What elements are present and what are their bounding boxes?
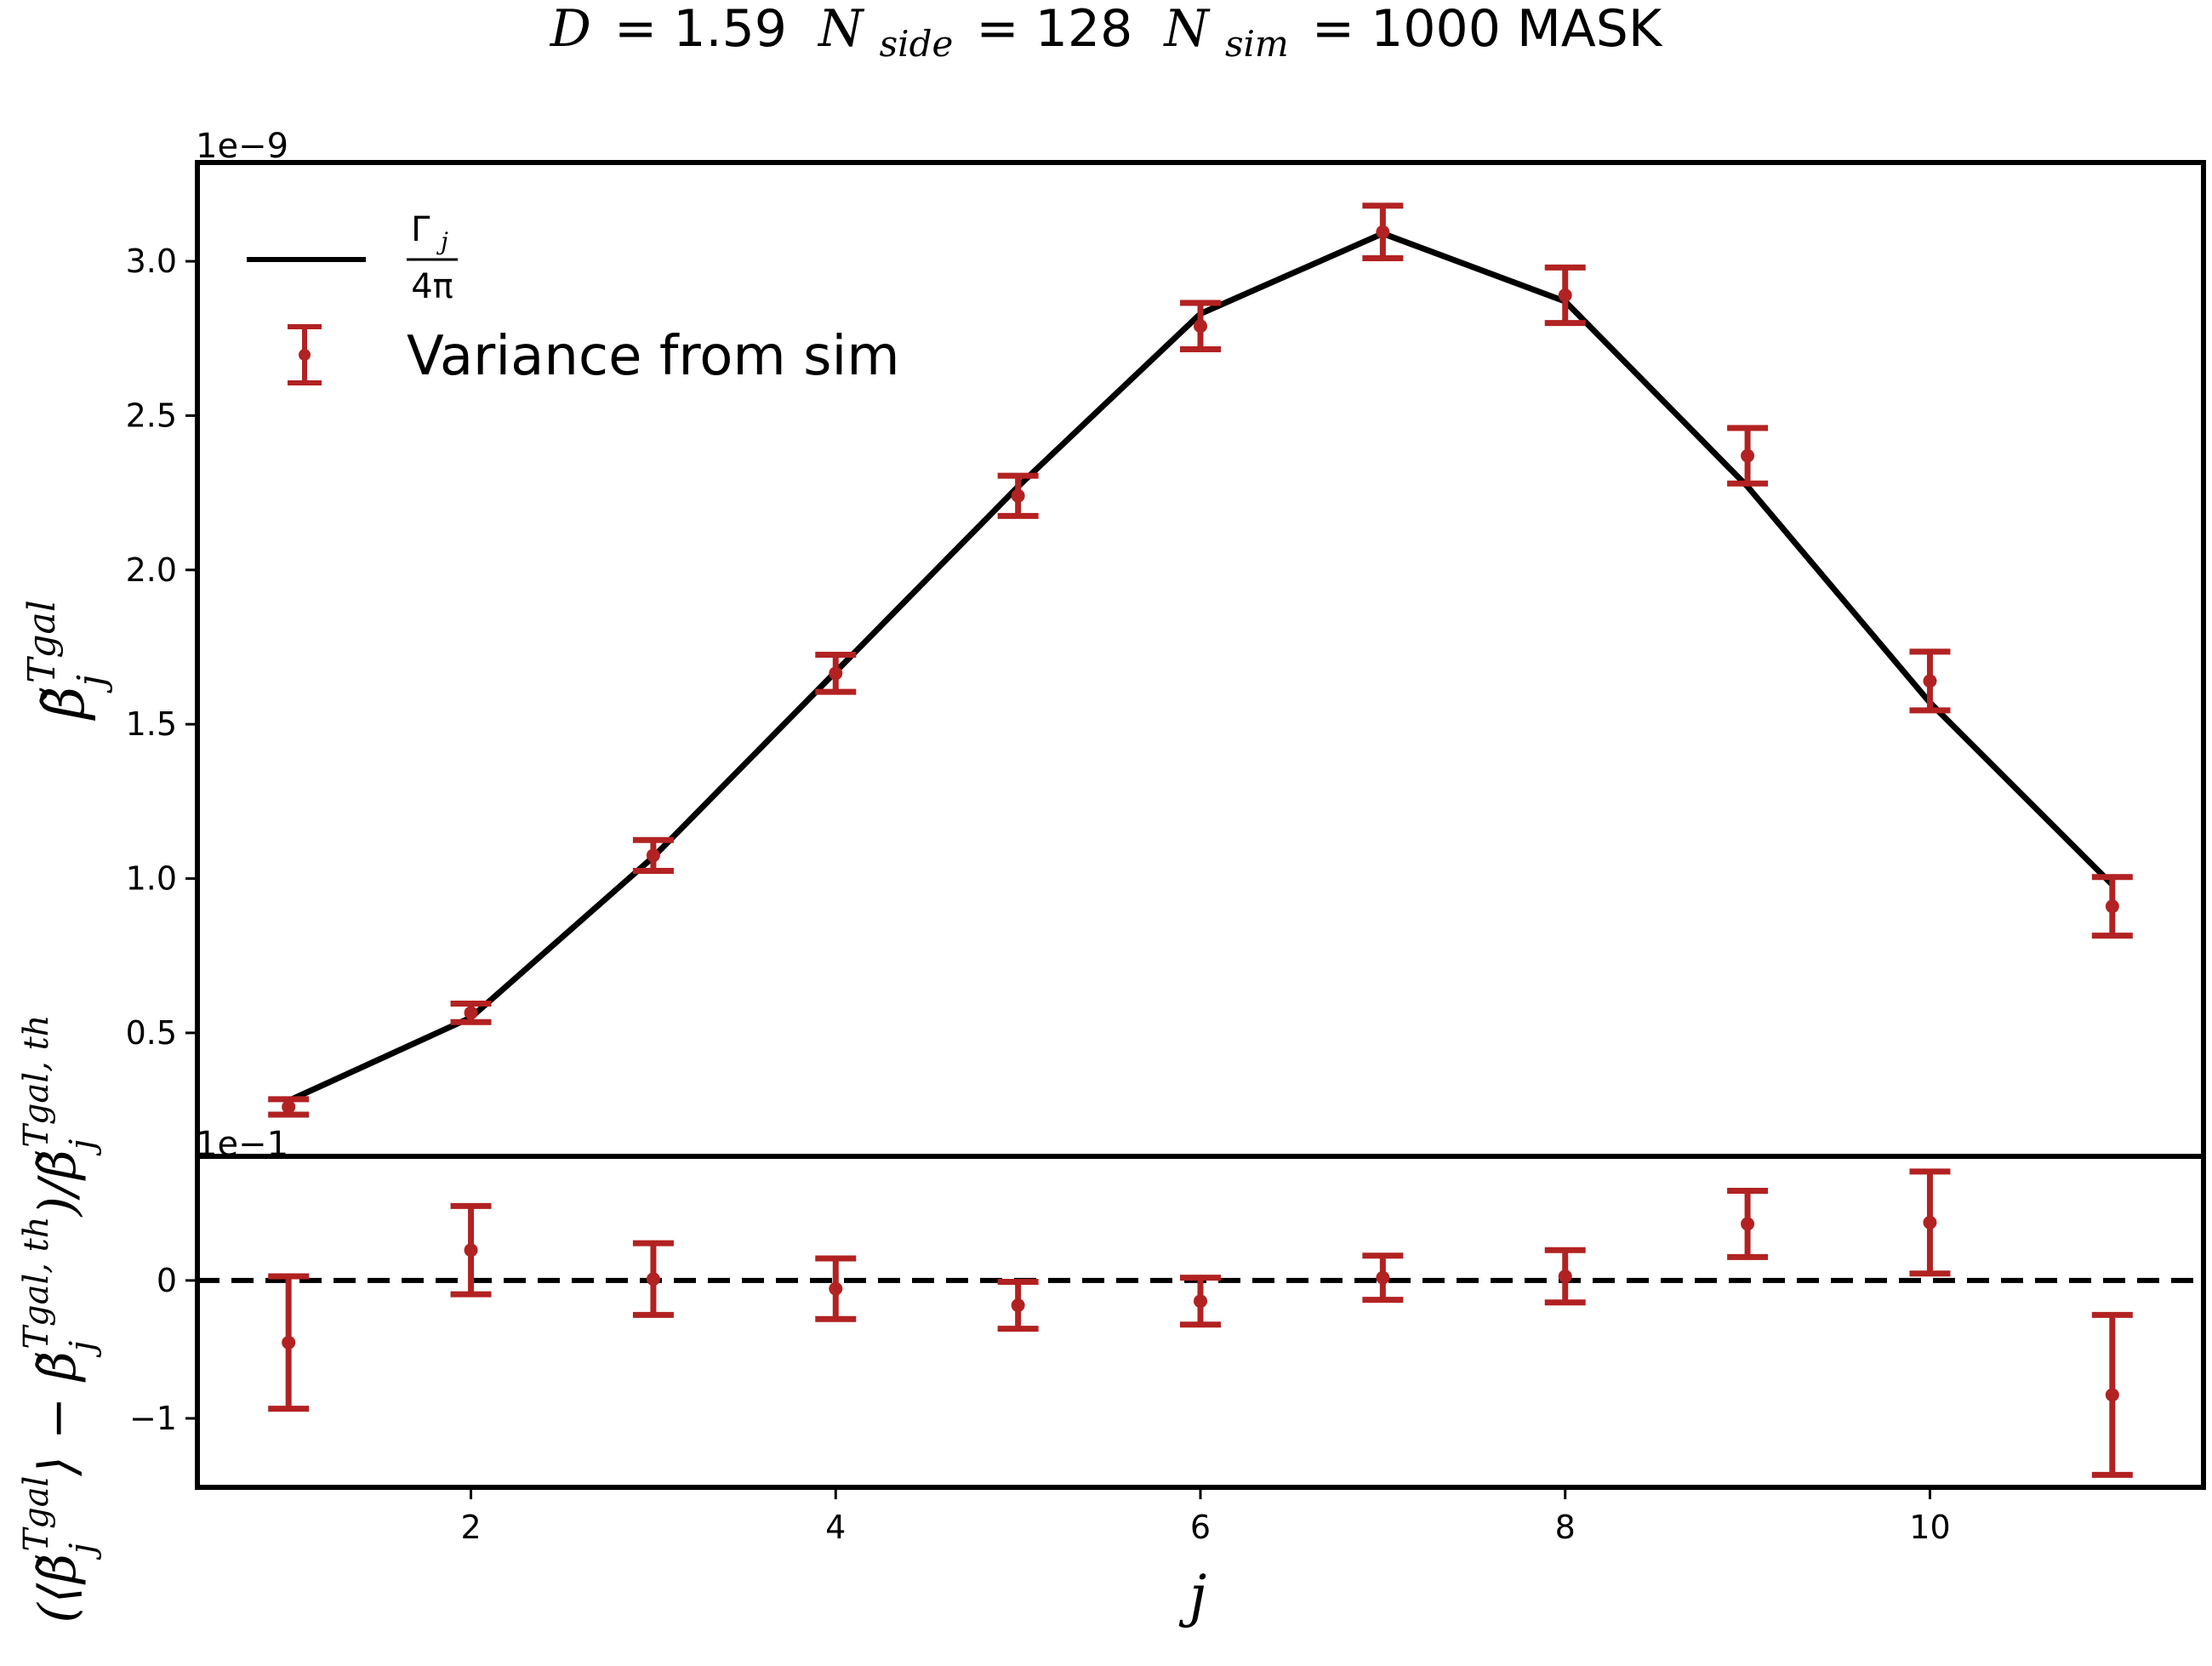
sim-marker: [464, 1006, 478, 1020]
sim-errorbar-layer: [268, 203, 2133, 1118]
bottom-y-tick-label: −1: [129, 1400, 177, 1437]
x-axis-label: j: [1178, 1563, 1206, 1629]
title-d: D: [550, 0, 591, 59]
residual-marker: [1558, 1269, 1572, 1284]
legend-sim-swatch: [288, 324, 322, 385]
sim-marker: [282, 1099, 296, 1114]
top-panel: 0.5 1.0 1.5 2.0 2.5 3.0 1e−9 Γ j 4π Variance …: [126, 127, 2206, 1159]
legend-theory-numerator: Γ j: [411, 210, 448, 255]
legend-gamma-subscript: j: [436, 227, 448, 255]
x-tick-label: 8: [1555, 1509, 1576, 1546]
sim-point: [815, 652, 857, 695]
x-ticks: 2 4 6 8 10: [460, 1487, 1951, 1546]
residual-errorbar-layer: [268, 1168, 2133, 1478]
residual-marker: [829, 1281, 843, 1296]
title-sim-value: = 1000 MASK: [1312, 0, 1663, 59]
sim-point: [1544, 264, 1586, 327]
sim-point: [1909, 648, 1951, 714]
sim-marker: [1194, 319, 1207, 334]
title-d-value: = 1.59: [614, 0, 787, 59]
sim-marker: [1923, 674, 1937, 688]
x-tick-label: 4: [825, 1509, 846, 1546]
sim-marker: [1376, 225, 1390, 239]
legend-sim-label: Variance from sim: [407, 325, 900, 388]
residual-point: [268, 1273, 310, 1412]
residual-marker: [1741, 1217, 1755, 1231]
sim-marker: [829, 666, 843, 681]
bottom-y-axis-label: (⟨β̃jTgal⟩ − β̃jTgal, th)/β̃jTgal, th: [17, 1015, 102, 1623]
x-tick-label: 10: [1909, 1509, 1950, 1546]
residual-point: [1727, 1188, 1769, 1260]
top-y-ticks: 0.5 1.0 1.5 2.0 2.5 3.0: [126, 242, 197, 1052]
residual-point: [1180, 1275, 1221, 1328]
residual-point: [1362, 1252, 1404, 1304]
title-sim-subscript: sim: [1225, 23, 1289, 65]
residual-marker: [646, 1272, 660, 1287]
figure-title: D = 1.59 N side = 128 N sim = 1000 MASK: [550, 0, 1663, 69]
title-n-sim: N: [1162, 0, 1211, 59]
sim-marker: [1011, 488, 1025, 503]
residual-point: [632, 1240, 674, 1318]
bottom-panel: −10 2 4 6 8 10 1e−1: [129, 1125, 2206, 1546]
bottom-y-ticks: −1 0: [129, 1262, 197, 1437]
sim-point: [1362, 203, 1404, 261]
residual-marker: [2105, 1388, 2119, 1402]
sim-marker: [1741, 448, 1755, 463]
residual-point: [2091, 1311, 2133, 1478]
top-y-tick-label: 1.0: [126, 860, 177, 898]
residual-marker: [1011, 1298, 1025, 1313]
sim-point: [1727, 425, 1769, 487]
bottom-y-tick-label: 0: [157, 1262, 177, 1299]
title-n-side: N: [817, 0, 865, 59]
bottom-plot-frame: [195, 1154, 2206, 1490]
top-offset-text: 1e−9: [196, 127, 288, 166]
sim-point: [632, 836, 674, 874]
top-y-tick-label: 2.5: [126, 397, 177, 434]
residual-marker: [282, 1335, 296, 1349]
title-side-subscript: side: [880, 23, 954, 65]
sim-point: [1180, 300, 1221, 352]
sim-marker: [646, 848, 660, 863]
sim-point: [997, 472, 1039, 519]
x-tick-label: 2: [460, 1509, 481, 1546]
residual-point: [450, 1202, 492, 1298]
title-side-value: = 128: [976, 0, 1132, 59]
sim-marker: [1558, 288, 1572, 302]
residual-marker: [464, 1243, 478, 1258]
top-y-tick-label: 0.5: [126, 1014, 177, 1052]
residual-marker: [1376, 1270, 1390, 1285]
legend-theory-denominator: 4π: [411, 267, 453, 306]
residual-point: [1909, 1168, 1951, 1277]
top-y-tick-label: 1.5: [126, 705, 177, 743]
sim-marker: [2105, 899, 2119, 914]
residual-point: [1544, 1247, 1586, 1306]
svg-text:β̃jTgal: β̃jTgal: [20, 600, 113, 722]
top-y-tick-label: 2.0: [126, 551, 177, 589]
residual-marker: [1194, 1294, 1207, 1309]
residual-marker: [1923, 1215, 1937, 1230]
residual-point: [815, 1255, 857, 1322]
top-y-tick-label: 3.0: [126, 242, 177, 280]
sim-point: [268, 1096, 310, 1118]
svg-text:(⟨β̃jTgal⟩ − β̃jTgal, th)/β̃jT: (⟨β̃jTgal⟩ − β̃jTgal, th)/β̃jTgal, th: [17, 1015, 102, 1623]
top-y-axis-label: β̃jTgal: [20, 600, 113, 722]
legend: Γ j 4π Variance from sim: [247, 210, 900, 388]
sim-point: [2091, 874, 2133, 939]
x-tick-label: 6: [1190, 1509, 1211, 1546]
sim-point: [450, 1000, 492, 1025]
residual-point: [997, 1278, 1039, 1332]
legend-gamma: Γ: [411, 210, 430, 249]
